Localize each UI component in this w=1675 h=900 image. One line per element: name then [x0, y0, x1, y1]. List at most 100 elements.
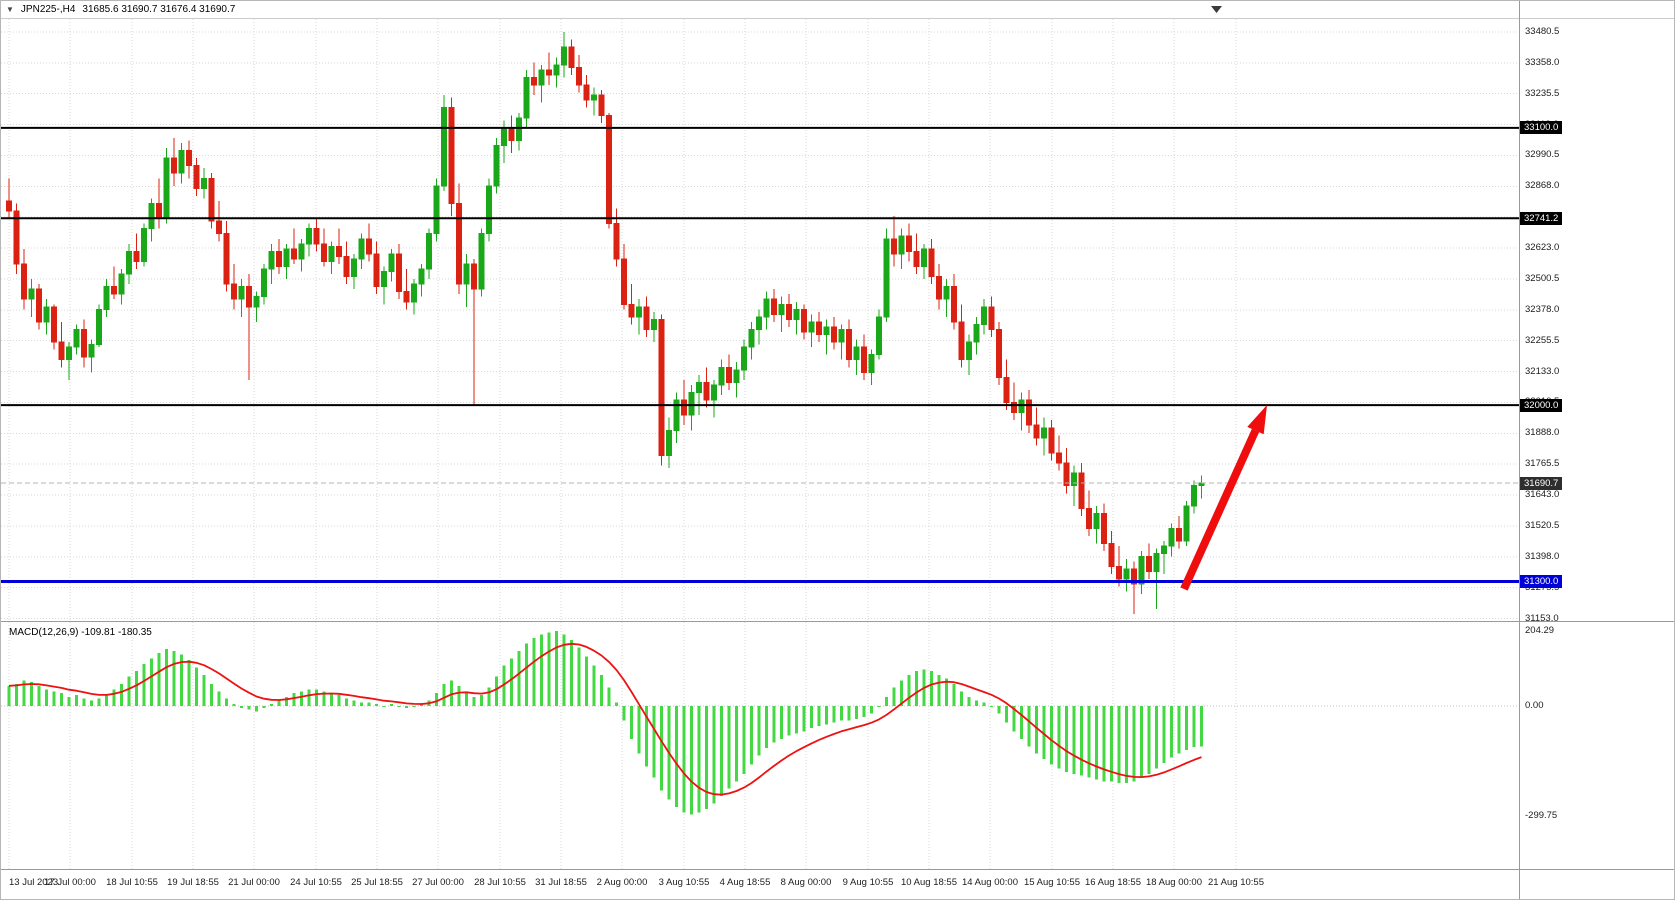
macd-bar — [480, 694, 483, 706]
candle-bullish — [561, 46, 567, 66]
macd-bar — [1050, 706, 1053, 765]
candle-bullish — [501, 127, 507, 147]
macd-bar — [855, 706, 858, 719]
macd-bar — [997, 706, 1001, 714]
macd-bar — [570, 639, 573, 706]
candle-bullish — [43, 306, 50, 323]
macd-bar — [37, 685, 41, 706]
time-tick-label: 18 Jul 10:55 — [106, 877, 158, 888]
macd-bar — [487, 687, 491, 706]
candle-bullish — [591, 94, 597, 101]
macd-bar — [1080, 706, 1083, 776]
macd-bar — [840, 706, 843, 721]
trend-arrow-line[interactable] — [1180, 428, 1260, 591]
price-axis[interactable]: 33480.533358.033235.533113.032990.532868… — [1520, 1, 1674, 869]
macd-bar — [765, 706, 768, 749]
chart-shift-marker-icon[interactable] — [1211, 6, 1222, 13]
macd-bar — [967, 696, 971, 706]
candle-bearish — [1011, 402, 1017, 414]
candle-bullish — [283, 248, 290, 267]
candle-bullish — [351, 258, 357, 278]
candle-bearish — [801, 308, 807, 333]
candle-bullish — [1183, 505, 1190, 542]
macd-bar — [1200, 706, 1203, 747]
macd-bar — [105, 694, 108, 706]
time-tick-label: 13 Jul 2023 — [9, 877, 59, 888]
candle-bullish — [141, 228, 147, 262]
candle-bearish — [1176, 528, 1182, 542]
candle-bullish — [418, 268, 425, 285]
macd-bar — [367, 702, 371, 706]
candle-bearish — [936, 276, 942, 300]
candle-bearish — [531, 76, 537, 86]
candle-bullish — [763, 298, 770, 318]
macd-bar — [1065, 706, 1068, 773]
candle-bullish — [441, 107, 447, 187]
macd-bar — [187, 660, 191, 706]
candle-bullish — [306, 228, 312, 245]
macd-bar — [817, 706, 821, 727]
macd-bar — [825, 706, 828, 725]
macd-bar — [142, 663, 146, 706]
macd-bar — [195, 667, 198, 706]
candle-bullish — [943, 286, 950, 300]
price-tick-label: 32378.0 — [1525, 303, 1560, 315]
candle-bullish — [673, 399, 680, 431]
candle-bearish — [208, 177, 215, 222]
trend-arrow-head[interactable] — [1247, 405, 1267, 435]
chart-menu-icon[interactable]: ▼ — [6, 5, 14, 14]
macd-bar — [1185, 706, 1188, 751]
macd-bar — [735, 706, 738, 782]
price-tick-label: 33480.5 — [1525, 26, 1560, 37]
candle-bearish — [193, 165, 200, 189]
macd-bar — [510, 658, 513, 706]
candle-bullish — [261, 268, 267, 298]
macd-bar — [45, 689, 48, 706]
candle-bullish — [1168, 528, 1175, 547]
candle-bullish — [823, 326, 830, 336]
macd-bar — [712, 706, 716, 804]
candle-bullish — [523, 76, 530, 119]
macd-bar — [157, 652, 161, 706]
macd-bar — [217, 691, 221, 706]
candle-bearish — [643, 306, 650, 330]
candle-bullish — [426, 233, 432, 270]
macd-bar — [1192, 706, 1196, 748]
candle-bullish — [201, 177, 207, 189]
macd-bar — [1162, 706, 1166, 763]
macd-bar — [630, 706, 633, 740]
candle-bearish — [1033, 424, 1040, 439]
symbol-period-label: JPN225-,H4 — [20, 4, 76, 15]
candle-bullish — [478, 233, 485, 290]
time-tick-label: 25 Jul 18:55 — [351, 877, 403, 888]
time-tick-label: 19 Jul 18:55 — [167, 877, 219, 888]
level-price-badge: 31300.0 — [1520, 574, 1563, 588]
macd-bar — [517, 650, 521, 706]
macd-bar — [1087, 706, 1091, 778]
candle-bearish — [81, 328, 87, 358]
macd-bar — [210, 683, 213, 706]
time-tick-label: 21 Aug 10:55 — [1208, 877, 1264, 888]
time-axis[interactable]: 13 Jul 2023 17 Jul 00:00 18 Jul 10:55 19 Ju… — [1, 870, 1674, 899]
candle-bullish — [898, 235, 905, 255]
candle-bearish — [928, 248, 935, 278]
candle-bearish — [576, 66, 582, 86]
grid-layer — [1, 19, 1519, 869]
macd-bar — [22, 680, 26, 706]
macd-bar — [757, 706, 761, 756]
macd-bar — [1110, 706, 1113, 782]
candle-bearish — [448, 107, 455, 204]
macd-bar — [1020, 706, 1023, 740]
macd-bar — [412, 706, 416, 707]
current-price-badge: 31690.7 — [1520, 476, 1563, 490]
price-tick-label: 32990.5 — [1525, 149, 1560, 161]
macd-bar — [937, 674, 941, 706]
macd-bar — [307, 689, 311, 706]
macd-bar — [795, 706, 798, 734]
macd-bar — [225, 698, 228, 706]
macd-bar — [975, 700, 978, 706]
time-tick-label: 8 Aug 00:00 — [780, 877, 832, 888]
price-tick-label: 31888.0 — [1525, 427, 1560, 439]
